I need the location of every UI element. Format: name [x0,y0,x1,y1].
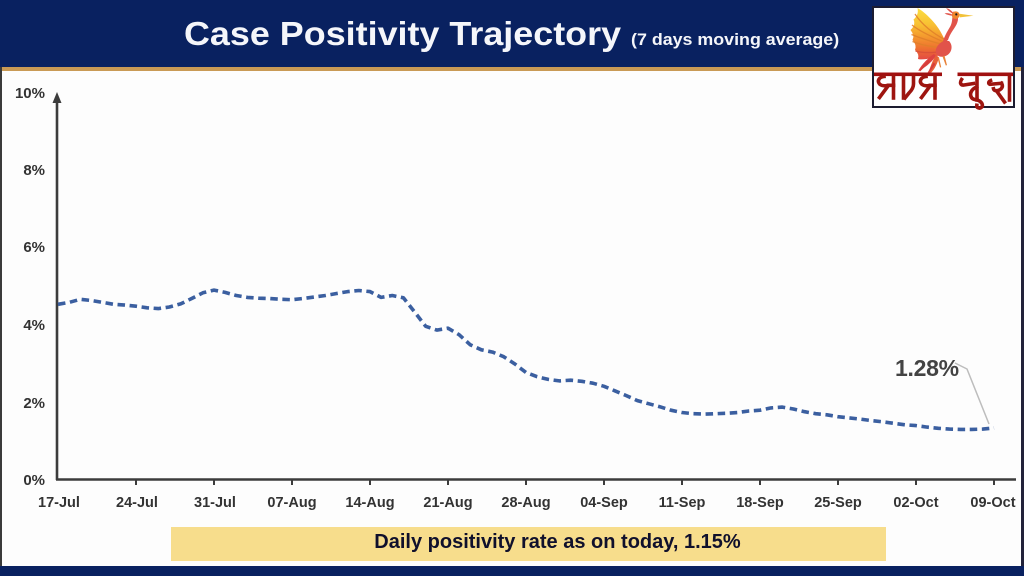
svg-text:18-Sep: 18-Sep [736,495,784,511]
svg-text:09-Oct: 09-Oct [970,495,1015,511]
svg-text:0%: 0% [23,472,45,489]
svg-text:04-Sep: 04-Sep [580,495,628,511]
svg-text:14-Aug: 14-Aug [345,495,394,511]
svg-text:4%: 4% [23,317,45,334]
svg-text:2%: 2% [23,395,45,412]
svg-text:31-Jul: 31-Jul [194,495,236,511]
svg-text:11-Sep: 11-Sep [659,495,706,511]
svg-text:6%: 6% [23,239,45,256]
svg-text:25-Sep: 25-Sep [814,495,862,511]
svg-text:10%: 10% [15,85,45,102]
svg-text:28-Aug: 28-Aug [501,495,550,511]
svg-text:17-Jul: 17-Jul [38,495,80,511]
svg-text:07-Aug: 07-Aug [267,495,316,511]
svg-text:1.28%: 1.28% [895,355,959,381]
svg-text:24-Jul: 24-Jul [116,495,158,511]
svg-text:02-Oct: 02-Oct [893,495,938,511]
svg-text:21-Aug: 21-Aug [423,495,472,511]
svg-text:8%: 8% [23,162,45,179]
